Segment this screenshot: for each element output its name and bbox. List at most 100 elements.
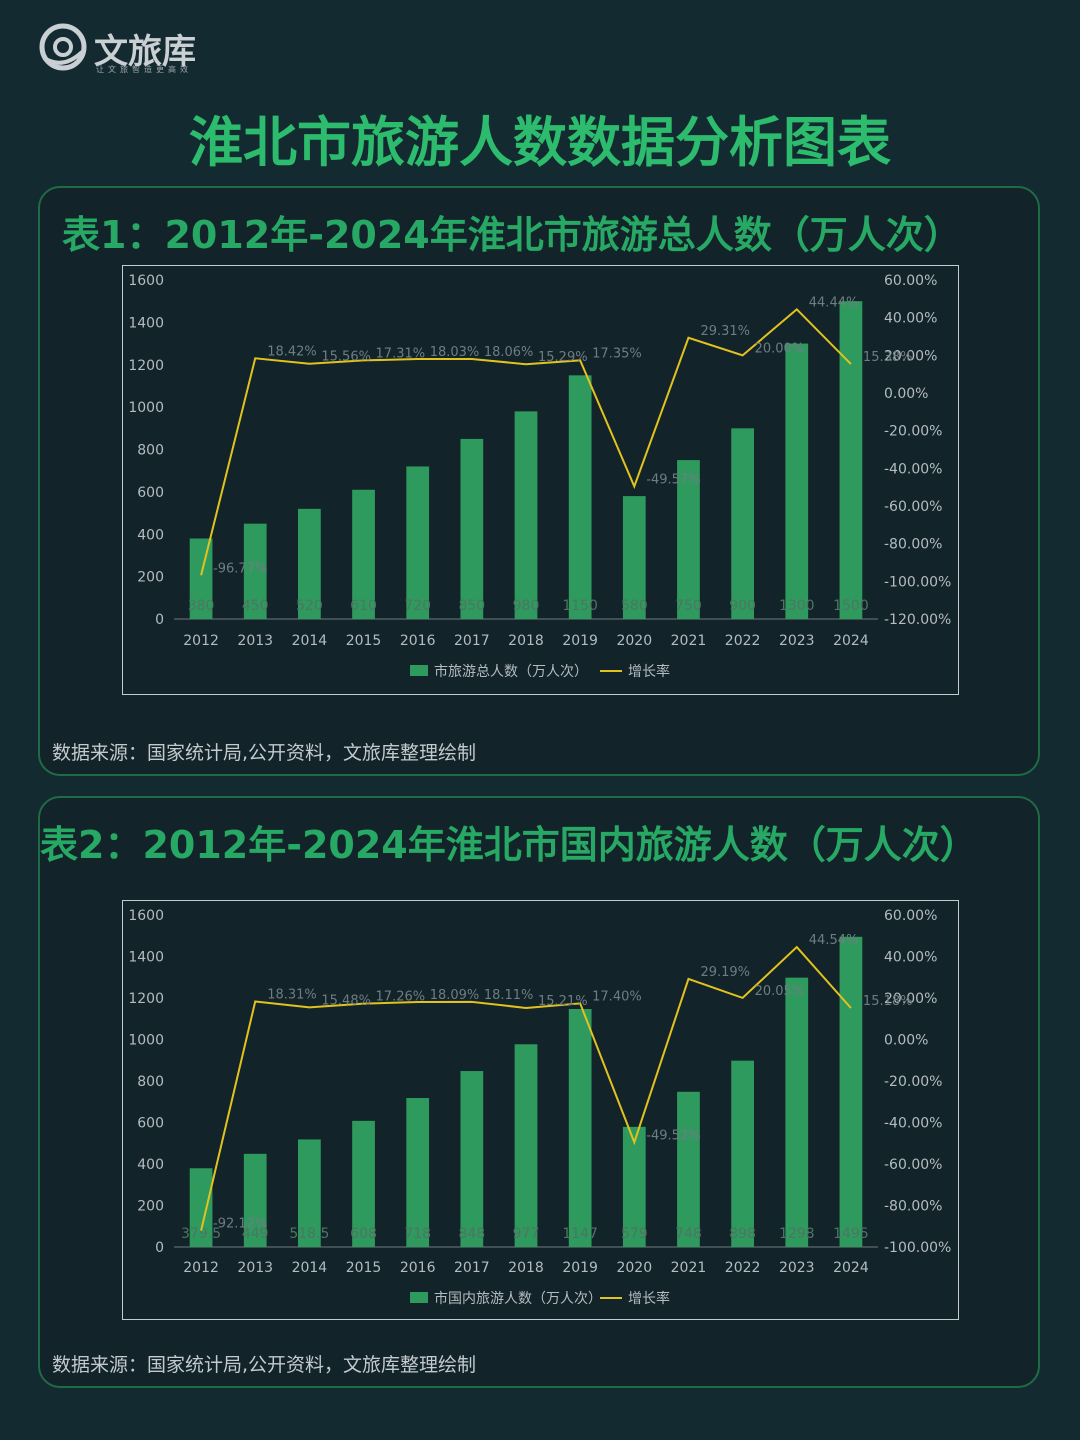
bar	[406, 466, 430, 619]
y-right-tick-label: -120.00%	[884, 612, 951, 628]
bar-value-label: 579	[621, 1226, 648, 1242]
bar	[352, 1120, 375, 1247]
growth-rate-label: 29.31%	[700, 324, 750, 339]
chart-2-source: 数据来源：国家统计局,公开资料，文旅库整理绘制	[52, 1354, 477, 1376]
x-tick-label: 2016	[400, 633, 436, 649]
bar	[785, 977, 809, 1247]
legend-bar-swatch	[410, 1292, 428, 1303]
bar-value-label: 1147	[562, 1226, 598, 1242]
growth-rate-label: 15.29%	[538, 350, 588, 365]
x-tick-label: 2012	[183, 633, 219, 649]
legend-line-label: 增长率	[628, 663, 670, 680]
y-right-tick-label: -20.00%	[884, 1074, 942, 1090]
y-left-tick-label: 1600	[128, 908, 164, 924]
bar	[514, 411, 538, 619]
legend-bar-label: 市国内旅游人数（万人次）	[434, 1290, 602, 1307]
x-tick-label: 2019	[562, 633, 598, 649]
y-left-tick-label: 1200	[128, 991, 164, 1007]
chart-2-title: 表2：2012年-2024年淮北市国内旅游人数（万人次）	[40, 823, 978, 867]
growth-rate-label: 18.09%	[430, 988, 480, 1003]
legend-bar-swatch	[410, 665, 428, 676]
growth-rate-label: 29.19%	[700, 965, 750, 980]
chart-panel-2: 表2：2012年-2024年淮北市国内旅游人数（万人次） 数据来源：国家统计局,…	[38, 796, 1040, 1388]
x-tick-label: 2016	[400, 1260, 436, 1276]
bar	[568, 1008, 592, 1247]
growth-rate-label: -92.12%	[213, 1217, 267, 1232]
x-tick-label: 2021	[671, 633, 707, 649]
bar	[731, 428, 754, 619]
chart-1-title: 表1：2012年-2024年淮北市旅游总人数（万人次）	[62, 213, 962, 257]
y-left-tick-label: 600	[137, 485, 164, 501]
bar-value-label: 608	[350, 1226, 377, 1242]
chart-2: 0 200 400 600 800 1000 1200 1400 1600 -100.00% -80…	[122, 900, 959, 1320]
bar-value-label: 898	[729, 1226, 756, 1242]
growth-rate-label: 18.06%	[484, 345, 534, 360]
bar-value-label: 977	[513, 1226, 540, 1242]
y-right-tick-label: 60.00%	[884, 273, 937, 289]
bar	[298, 1139, 321, 1247]
growth-rate-label: 15.56%	[321, 350, 371, 365]
growth-rate-label: 20.00%	[755, 341, 805, 356]
growth-rate-label: 15.38%	[863, 350, 913, 365]
y-right-tick-label: -100.00%	[884, 1240, 951, 1256]
bar-value-label: 900	[729, 598, 756, 614]
chart-1: 0 200 400 600 800 1000 1200 1400 1600 -120.00% -10…	[122, 265, 959, 695]
bar-value-label: 610	[350, 598, 377, 614]
bar	[298, 508, 321, 619]
growth-rate-label: 44.44%	[809, 295, 859, 310]
y-right-tick-label: 40.00%	[884, 311, 937, 327]
x-tick-label: 2023	[779, 633, 815, 649]
y-right-tick-label: 0.00%	[884, 386, 928, 402]
bar	[677, 460, 700, 619]
y-left-tick-label: 200	[137, 570, 164, 586]
growth-rate-label: 17.35%	[592, 346, 642, 361]
chart-1-source: 数据来源：国家统计局,公开资料，文旅库整理绘制	[52, 742, 477, 764]
y-left-tick-label: 1400	[128, 315, 164, 331]
x-tick-label: 2019	[562, 1260, 598, 1276]
y-right-tick-label: -80.00%	[884, 537, 942, 553]
bar	[352, 489, 375, 619]
bar	[839, 936, 863, 1247]
y-right-tick-label: -100.00%	[884, 574, 951, 590]
y-right-tick-label: 40.00%	[884, 950, 937, 966]
chart-frame	[122, 900, 959, 1320]
bar	[243, 1153, 267, 1247]
bar	[568, 375, 592, 619]
bar-value-label: 750	[675, 598, 702, 614]
y-left-tick-label: 1000	[128, 1033, 164, 1049]
bar	[731, 1060, 754, 1247]
logo-name: 文旅库	[94, 32, 196, 72]
bar	[622, 496, 646, 619]
x-tick-label: 2023	[779, 1260, 815, 1276]
growth-rate-label: 15.21%	[538, 994, 588, 1009]
growth-rate-label: 17.40%	[592, 989, 642, 1004]
x-tick-label: 2022	[725, 1260, 761, 1276]
bar	[243, 523, 267, 619]
bar	[189, 538, 213, 619]
y-right-tick-label: 0.00%	[884, 1033, 928, 1049]
legend-line-label: 增长率	[628, 1290, 670, 1307]
logo-slogan: 让文旅智造更高效	[96, 65, 192, 74]
growth-rate-label: 18.31%	[267, 988, 317, 1003]
bar-value-label: 518.5	[289, 1226, 329, 1242]
y-left-tick-label: 200	[137, 1199, 164, 1215]
x-tick-label: 2018	[508, 1260, 544, 1276]
y-left-tick-label: 1600	[128, 273, 164, 289]
x-tick-label: 2024	[833, 1260, 869, 1276]
growth-rate-label: -96.77%	[213, 561, 267, 576]
bar-value-label: 450	[242, 598, 269, 614]
x-tick-label: 2017	[454, 633, 490, 649]
y-right-tick-label: -60.00%	[884, 499, 942, 515]
x-tick-label: 2022	[725, 633, 761, 649]
x-tick-label: 2020	[616, 1260, 652, 1276]
y-left-tick-label: 1200	[128, 358, 164, 374]
y-right-tick-label: -20.00%	[884, 424, 942, 440]
y-right-tick-label: 20.00%	[884, 348, 937, 364]
bar-value-label: 1150	[562, 598, 598, 614]
y-left-tick-label: 400	[137, 527, 164, 543]
x-tick-label: 2015	[346, 633, 382, 649]
growth-rate-label: 17.31%	[376, 346, 426, 361]
x-tick-label: 2020	[616, 633, 652, 649]
bar-value-label: 449	[242, 1226, 269, 1242]
page-title: 淮北市旅游人数数据分析图表	[189, 111, 891, 174]
